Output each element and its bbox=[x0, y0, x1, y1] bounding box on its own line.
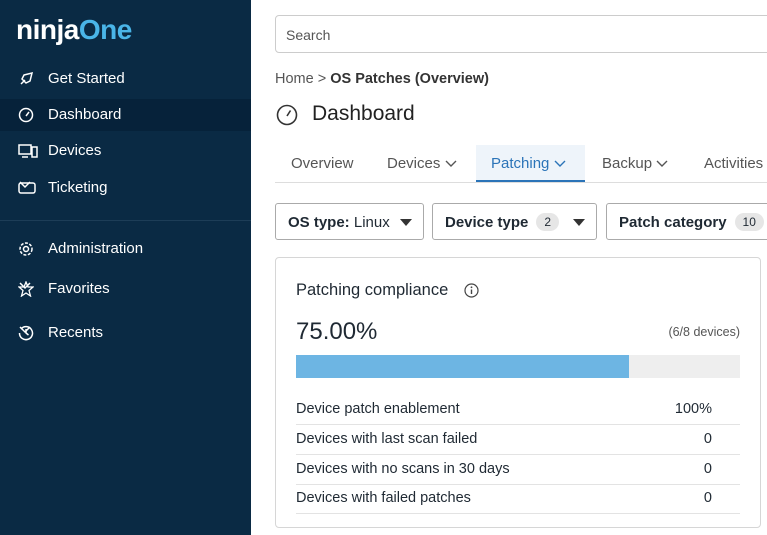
filter-value: Linux bbox=[353, 214, 390, 231]
tab-label: Patching bbox=[491, 155, 550, 172]
search-box[interactable]: Search bbox=[275, 15, 767, 53]
tab-active[interactable]: Patching bbox=[476, 145, 585, 182]
icon bbox=[18, 144, 38, 158]
stat-row: Devices with failed patches 0 bbox=[296, 484, 740, 514]
tab-label: Backup bbox=[602, 155, 653, 172]
nav-item[interactable]: Recents bbox=[0, 317, 251, 349]
logo[interactable]: ninjaOne bbox=[16, 14, 132, 46]
nav-item[interactable]: Devices bbox=[0, 135, 251, 167]
tab[interactable]: Devices bbox=[387, 145, 457, 182]
logo-text: ninja bbox=[16, 14, 79, 45]
nav-label: Get Started bbox=[48, 70, 125, 87]
caret bbox=[400, 219, 412, 226]
filter-label: Device type bbox=[445, 214, 529, 231]
tab[interactable]: Activities bbox=[704, 155, 764, 172]
compliance-percent: 75.00% bbox=[296, 318, 378, 345]
stat-row: Devices with last scan failed 0 bbox=[296, 425, 740, 455]
page-title: Dashboard bbox=[312, 102, 415, 125]
tab[interactable]: Overview bbox=[291, 155, 354, 172]
stat-row: Devices with no scans in 30 days 0 bbox=[296, 455, 740, 485]
tab[interactable]: Backup bbox=[602, 145, 668, 182]
card bbox=[275, 257, 761, 528]
breadcrumb-separator: > bbox=[317, 71, 327, 87]
stat-value: 100% bbox=[674, 401, 712, 417]
icon bbox=[19, 242, 33, 256]
progress-track bbox=[296, 355, 740, 378]
tab-label: Devices bbox=[387, 155, 441, 172]
stat-value: 0 bbox=[703, 490, 712, 506]
breadcrumb-link[interactable]: Home bbox=[275, 71, 314, 87]
icon bbox=[18, 182, 36, 194]
chevron bbox=[19, 181, 31, 189]
stat-value: 0 bbox=[703, 431, 712, 447]
nav-item[interactable]: Administration bbox=[0, 233, 251, 265]
stat-label: Device patch enablement bbox=[296, 401, 460, 417]
nav-item[interactable]: Favorites bbox=[0, 273, 251, 305]
stat-value: 0 bbox=[703, 461, 712, 477]
info-icon[interactable] bbox=[464, 283, 479, 298]
divider bbox=[0, 220, 251, 221]
nav-item[interactable]: Ticketing bbox=[0, 172, 251, 204]
chevron bbox=[19, 326, 31, 334]
chevron bbox=[445, 160, 457, 167]
search-placeholder: Search bbox=[286, 27, 331, 43]
filter-label: OS type: bbox=[288, 214, 350, 231]
nav-item[interactable]: Get Started bbox=[0, 63, 251, 95]
sidebar: ninjaOne Get Started Dashboard Devices T… bbox=[0, 0, 251, 535]
logo-text: One bbox=[78, 14, 132, 45]
nav-label: Recents bbox=[48, 324, 104, 341]
nav-label: Devices bbox=[48, 142, 102, 159]
filter-label: Patch category bbox=[619, 214, 727, 231]
tab-divider bbox=[275, 182, 767, 183]
filter[interactable]: Device type 2 bbox=[432, 203, 597, 240]
nav-label: Favorites bbox=[48, 280, 110, 297]
filter-count: 2 bbox=[536, 213, 560, 231]
nav-label: Administration bbox=[48, 240, 144, 257]
filter[interactable]: OS type: Linux bbox=[275, 203, 424, 240]
caret bbox=[573, 219, 585, 226]
chevron bbox=[554, 160, 566, 167]
breadcrumb-current: OS Patches (Overview) bbox=[330, 71, 489, 87]
nav-label: Ticketing bbox=[48, 179, 108, 196]
nav-label: Dashboard bbox=[48, 106, 122, 123]
stat-label: Devices with failed patches bbox=[296, 490, 471, 506]
stat-row: Device patch enablement 100% bbox=[296, 395, 740, 425]
chevron bbox=[656, 160, 668, 167]
progress-fill bbox=[296, 355, 629, 378]
filter[interactable]: Patch category 10 bbox=[606, 203, 767, 240]
icon bbox=[20, 71, 34, 85]
icon bbox=[18, 281, 34, 297]
icon bbox=[18, 107, 34, 123]
devices-note: (6/8 devices) bbox=[668, 325, 740, 339]
chevron bbox=[19, 282, 31, 290]
stat-label: Devices with last scan failed bbox=[296, 431, 478, 447]
breadcrumb: Home > OS Patches (Overview) bbox=[275, 71, 489, 87]
stat-label: Devices with no scans in 30 days bbox=[296, 461, 510, 477]
card-title: Patching compliance bbox=[296, 281, 449, 299]
nav-item[interactable]: Dashboard bbox=[0, 99, 251, 131]
filter-count: 10 bbox=[734, 213, 764, 231]
title-icon bbox=[276, 104, 298, 126]
